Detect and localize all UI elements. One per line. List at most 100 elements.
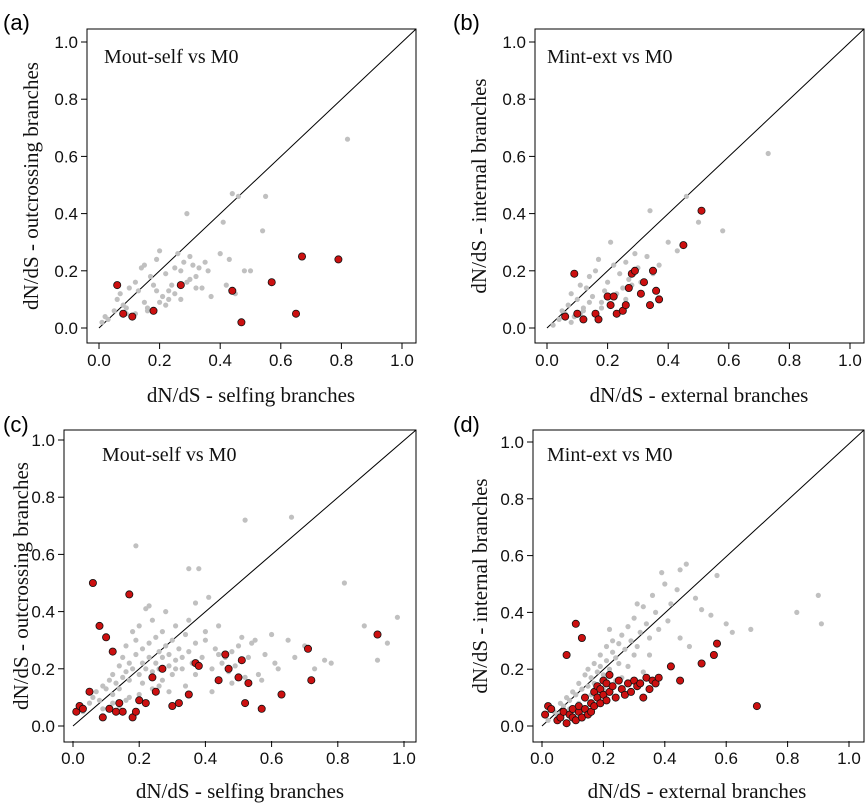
panel-d-significant-point: [636, 679, 645, 688]
panel-d-significant-point: [571, 619, 580, 628]
panel-d-point: [643, 621, 650, 627]
panel-c-point: [116, 686, 122, 692]
panel-d-ticks: 0.0 0.2 0.4 0.6 0.8 1.0 0.0 0.2 0.4 0.6 0.8 1.0: [500, 433, 860, 768]
panel-a-point: [193, 273, 199, 280]
panel-c-significant-point: [373, 630, 382, 639]
panel-a-point: [184, 279, 190, 285]
panel-c-point: [269, 631, 275, 638]
panel-d-point: [606, 626, 613, 633]
panel-c-point: [156, 649, 162, 655]
panel-a-point: [247, 268, 254, 274]
panel-d-plot-frame: [532, 429, 865, 743]
panel-a-x-label: dN/dS - selfing branches: [147, 383, 355, 407]
panel-d-point: [653, 609, 659, 616]
panel-d-significant-point: [709, 651, 718, 660]
panel-c-point: [159, 677, 165, 683]
panel-c-significant-point: [168, 702, 177, 711]
x-tick-label: 0.8: [330, 351, 354, 370]
panel-d-significant-point: [614, 676, 623, 685]
panel-c-ticks: 0.0 0.2 0.4 0.6 0.8 1.0 0.0 0.2 0.4 0.6 0.8 1.0: [31, 431, 415, 768]
panel-a-point: [160, 293, 166, 300]
panel-c-point: [133, 637, 139, 643]
panel-c-point: [384, 640, 390, 646]
panel-a-point: [241, 268, 247, 274]
panel-d-significant-point: [639, 693, 648, 702]
y-tick-label: 0.6: [31, 545, 55, 564]
panel-b-point: [568, 291, 574, 297]
x-tick-label: 0.6: [260, 749, 284, 768]
x-tick-label: 0.0: [530, 749, 554, 768]
panel-d-point: [729, 629, 735, 635]
panel-c-point: [255, 671, 261, 678]
panel-b-title: Mint-ext vs M0: [547, 46, 673, 68]
panel-b-point: [623, 296, 629, 302]
panel-c-point: [209, 689, 215, 695]
panel-a-point: [190, 262, 196, 268]
panel-b-significant-point: [652, 286, 661, 295]
panel-a-point: [172, 265, 178, 271]
y-tick-label: 0.4: [54, 205, 78, 224]
panel-c-significant-point: [244, 679, 253, 688]
panel-a-significant-point: [119, 309, 128, 318]
panel-d-significant-point: [611, 693, 620, 702]
panel-d-point: [637, 629, 643, 635]
panel-b-significant-point: [624, 283, 633, 292]
panel-a-point: [154, 256, 160, 262]
panel-b-significant-point: [579, 315, 588, 324]
panel-d-point: [659, 570, 665, 576]
y-tick-label: 0.6: [500, 547, 524, 566]
y-tick-label: 0.0: [31, 717, 55, 736]
panel-c-significant-point: [257, 704, 266, 713]
panel-c-point: [153, 634, 159, 640]
panel-b-point: [617, 271, 623, 277]
panel-c-point: [182, 631, 189, 638]
panel-c-plot-frame: [63, 429, 417, 743]
panel-c-point: [166, 663, 172, 669]
panel-c-point: [202, 637, 208, 643]
panel-b-point: [595, 256, 602, 262]
panel-a-point: [141, 299, 147, 305]
panel-b-significant-point: [570, 269, 579, 278]
panel-d-point: [579, 686, 585, 692]
y-tick-label: 0.2: [500, 660, 524, 679]
panel-d-point: [665, 618, 671, 624]
panel-b-point: [598, 299, 605, 305]
y-tick-label: 0.8: [54, 90, 78, 109]
panel-c-significant-point: [277, 690, 286, 699]
panel-b-point: [605, 279, 611, 285]
panel-b-ticks: 0.0 0.2 0.4 0.6 0.8 1.0 0.0 0.2 0.4 0.6 0.8 1.0: [502, 33, 861, 370]
panel-c-significant-point: [131, 707, 140, 716]
x-tick-label: 0.2: [127, 749, 151, 768]
panel-a-point: [178, 296, 184, 302]
panel-d-point: [603, 643, 610, 650]
panel-b-point: [623, 259, 629, 265]
panel-c-significant-point: [88, 579, 97, 588]
panel-a-point: [217, 251, 223, 257]
panel-d-point: [631, 615, 637, 621]
panel-d-significant-point: [713, 639, 722, 648]
panel-a-point: [220, 219, 226, 225]
panel-c-point: [374, 657, 381, 663]
x-tick-label: 0.6: [717, 351, 741, 370]
panel-c-y-label: dN/dS - outcrossing branches: [9, 462, 33, 710]
panel-d-significant-point: [602, 696, 611, 705]
panel-c-point: [322, 657, 328, 663]
panel-d-point: [656, 626, 662, 633]
panel-a-significant-point: [128, 312, 137, 321]
y-tick-label: 0.8: [31, 488, 55, 507]
panel-d-significant-point: [608, 682, 617, 691]
panel-d-significant-point: [752, 702, 761, 711]
panel-a-point: [205, 268, 211, 274]
panel-a-point: [184, 211, 190, 217]
panel-c-point: [136, 691, 142, 698]
panel-d-significant-point: [562, 719, 571, 728]
panel-a-label: (a): [3, 10, 30, 35]
panel-c-point: [252, 637, 258, 643]
panel-b-point: [556, 316, 562, 322]
panel-d-point: [616, 641, 622, 647]
panel-c-point: [110, 700, 116, 706]
panel-d-point: [646, 635, 653, 641]
panel-b-point: [647, 208, 653, 214]
panel-a-point: [157, 248, 163, 254]
